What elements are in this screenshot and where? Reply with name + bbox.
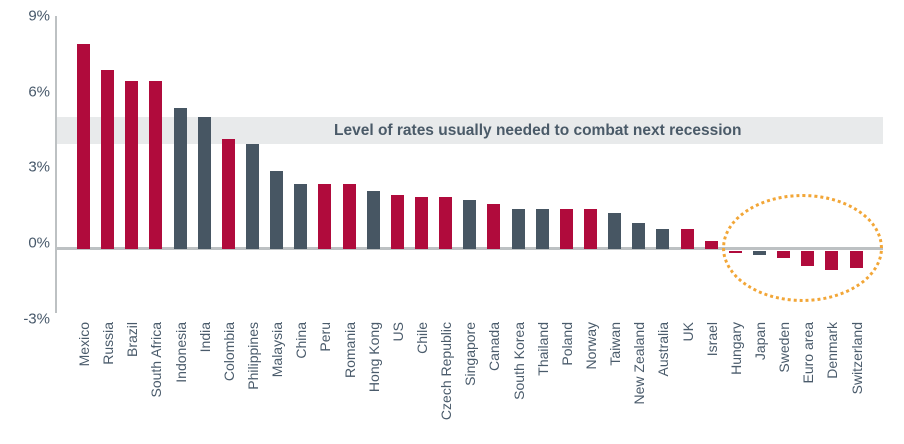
x-label-singapore: Singapore — [462, 322, 479, 386]
bar-australia — [656, 228, 670, 249]
x-label-uk: UK — [679, 322, 696, 342]
bar-india — [197, 116, 211, 249]
bar-china — [294, 183, 308, 250]
bar-chile — [415, 197, 428, 249]
x-label-romania: Romania — [341, 322, 358, 379]
bar-philippines — [246, 144, 259, 249]
x-label-us: US — [389, 322, 406, 342]
bar-uk — [680, 228, 694, 249]
y-tick--3-: -3% — [23, 310, 50, 328]
x-label-czech-republic: Czech Republic — [438, 322, 455, 421]
bar-norway — [583, 208, 597, 249]
y-tick-3-: 3% — [28, 158, 50, 176]
bar-taiwan — [608, 212, 622, 250]
x-label-poland: Poland — [558, 322, 575, 366]
bar-brazil — [125, 81, 139, 249]
x-label-canada: Canada — [486, 322, 503, 372]
bar-canada — [487, 203, 501, 249]
bar-colombia — [221, 139, 235, 249]
x-label-hong-kong: Hong Kong — [365, 322, 382, 393]
bar-hong-kong — [366, 191, 380, 249]
x-label-euro-area: Euro area — [800, 322, 817, 384]
x-label-hungary: Hungary — [727, 322, 744, 375]
y-tick-0-: 0% — [28, 234, 50, 252]
bar-poland — [559, 208, 573, 249]
x-label-thailand: Thailand — [534, 322, 551, 376]
bar-singapore — [463, 199, 477, 250]
x-label-south-korea: South Korea — [510, 322, 527, 400]
x-label-china: China — [293, 322, 310, 359]
x-label-japan: Japan — [751, 322, 768, 361]
highlight-ellipse — [722, 194, 883, 302]
x-label-south-africa: South Africa — [148, 322, 165, 398]
bar-mexico — [77, 43, 90, 249]
bar-russia — [101, 70, 115, 249]
band-annotation-label: Level of rates usually needed to combat … — [334, 122, 742, 139]
x-label-india: India — [196, 322, 213, 353]
x-label-indonesia: Indonesia — [172, 322, 189, 383]
x-label-sweden: Sweden — [776, 322, 793, 373]
x-label-brazil: Brazil — [124, 322, 141, 358]
x-label-peru: Peru — [317, 322, 334, 352]
bar-thailand — [535, 208, 549, 249]
y-tick-6-: 6% — [28, 83, 50, 101]
bar-south-korea — [511, 208, 525, 249]
x-label-chile: Chile — [414, 322, 430, 354]
y-axis-line — [55, 16, 57, 313]
x-label-australia: Australia — [655, 322, 672, 377]
bar-romania — [342, 183, 356, 250]
bar-peru — [318, 183, 332, 250]
bar-malaysia — [270, 170, 284, 249]
x-label-russia: Russia — [100, 322, 117, 365]
x-label-israel: Israel — [703, 322, 720, 357]
x-label-norway: Norway — [582, 322, 599, 370]
x-label-colombia: Colombia — [220, 322, 237, 382]
x-label-mexico: Mexico — [76, 322, 92, 367]
recession-rate-band — [56, 117, 883, 144]
x-label-taiwan: Taiwan — [607, 322, 624, 366]
bar-indonesia — [173, 107, 187, 249]
y-tick-9-: 9% — [28, 7, 50, 25]
bar-israel — [704, 241, 718, 249]
x-label-malaysia: Malaysia — [269, 322, 286, 378]
x-label-new-zealand: New Zealand — [631, 322, 648, 405]
x-label-switzerland: Switzerland — [848, 322, 865, 395]
x-label-philippines: Philippines — [245, 322, 261, 390]
bar-south-africa — [149, 81, 163, 249]
x-label-denmark: Denmark — [824, 322, 841, 379]
bar-us — [390, 194, 404, 249]
bar-czech-republic — [439, 197, 453, 249]
bar-new-zealand — [632, 222, 646, 249]
